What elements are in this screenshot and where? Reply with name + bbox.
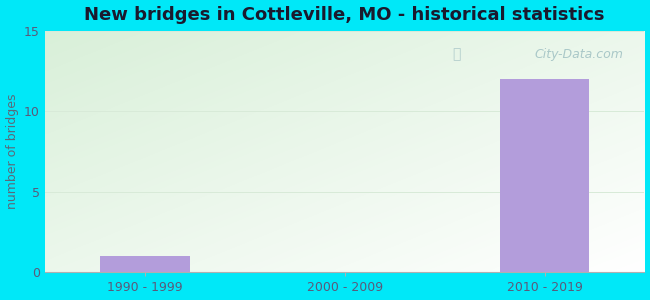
Bar bbox=[500, 79, 590, 272]
Bar bbox=[100, 256, 190, 272]
Text: City-Data.com: City-Data.com bbox=[534, 48, 623, 61]
Y-axis label: number of bridges: number of bridges bbox=[6, 94, 19, 209]
Text: ⓘ: ⓘ bbox=[452, 48, 461, 62]
Title: New bridges in Cottleville, MO - historical statistics: New bridges in Cottleville, MO - histori… bbox=[84, 6, 605, 24]
